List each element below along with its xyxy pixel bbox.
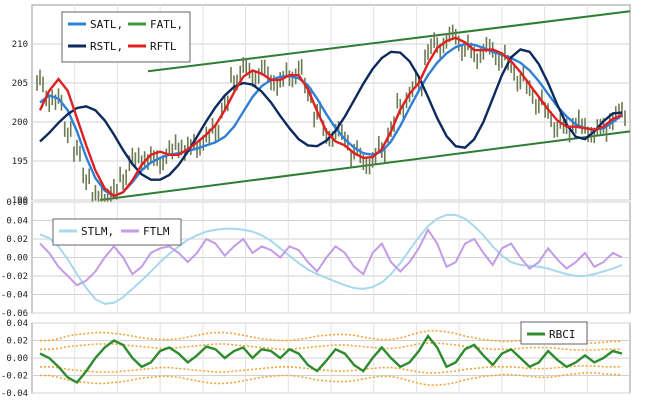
oscillators-tick-label: -0.04 — [1, 291, 28, 301]
price-legend-label: FATL, — [150, 18, 183, 31]
rbci-tick-label: 0.04 — [6, 319, 28, 329]
oscillators-legend-label: STLM, — [81, 225, 114, 238]
price-legend-box — [61, 11, 191, 63]
rbci-legend-label: RBCI — [549, 328, 576, 341]
oscillators-panel: 0.06 0.04 0.02 0.00 -0.02 -0.04 -0.06 STLM, FTLM — [1, 198, 631, 319]
price-tick-label: 205 — [12, 79, 28, 89]
oscillators-tick-label: 0.04 — [6, 217, 28, 227]
oscillators-legend-label: FTLM — [143, 225, 170, 238]
price-legend-label: SATL, — [90, 18, 123, 31]
rbci-band-line — [40, 330, 622, 344]
price-tick-label: 190 — [12, 196, 28, 206]
rbci-legend-box — [520, 321, 588, 345]
oscillators-tick-label: -0.02 — [1, 272, 28, 282]
price-tick-label: 210 — [12, 40, 28, 50]
rbci-line — [39, 334, 623, 385]
rftl-line — [38, 36, 623, 198]
stlm-line — [39, 213, 623, 305]
rbci-band-line — [40, 365, 622, 374]
rbci-panel: 0.04 0.02 0.00 -0.02 -0.04 RBCI — [1, 319, 631, 399]
channel-lower-line — [99, 130, 631, 201]
oscillators-tick-label: 0.06 — [6, 198, 28, 208]
channel-upper-line — [147, 10, 631, 73]
price-tick-label: 200 — [12, 118, 28, 128]
satl-line — [39, 42, 623, 198]
rbci-band-line — [40, 342, 622, 351]
rbci-tick-label: 0.00 — [6, 354, 28, 364]
oscillators-tick-label: -0.06 — [1, 309, 28, 319]
price-tick-label: 195 — [12, 157, 28, 167]
rbci-tick-label: 0.02 — [6, 337, 28, 347]
rbci-tick-label: -0.04 — [1, 389, 28, 399]
ftlm-line — [39, 227, 623, 287]
price-legend-label: RFTL — [150, 40, 177, 53]
rbci-tick-label: -0.02 — [1, 372, 28, 382]
oscillators-tick-label: 0.00 — [6, 254, 28, 264]
oscillators-tick-label: 0.02 — [6, 235, 28, 245]
price-panel: 190 195 200 205 210 SATL, FATL, RSTL, RFTL — [12, 4, 631, 210]
rbci-band-line — [40, 372, 622, 386]
price-legend-label: RSTL, — [90, 40, 123, 53]
